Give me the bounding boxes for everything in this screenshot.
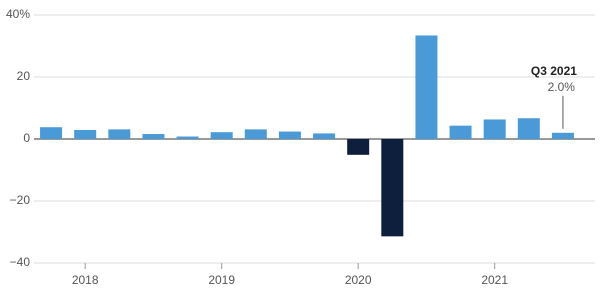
- y-tick-label: 40%: [6, 7, 30, 21]
- bar: [313, 133, 336, 139]
- bar: [415, 35, 438, 139]
- bar: [449, 125, 472, 139]
- bar: [74, 130, 97, 139]
- bar: [108, 129, 131, 139]
- x-tick-label: 2021: [481, 273, 508, 287]
- x-tick-label: 2018: [72, 273, 99, 287]
- value-label: 2.0%: [548, 80, 576, 94]
- y-tick-label: −20: [10, 193, 31, 207]
- bar: [142, 134, 165, 139]
- bar: [517, 118, 540, 139]
- x-tick-label: 2020: [345, 273, 372, 287]
- annotation: Q3 2021: [531, 64, 577, 78]
- bar: [244, 129, 267, 139]
- bar: [551, 132, 574, 139]
- y-tick-label: −40: [10, 255, 31, 269]
- x-tick-label: 2019: [208, 273, 235, 287]
- bar: [176, 136, 199, 139]
- bar: [381, 139, 404, 237]
- y-tick-label: 20: [17, 69, 31, 83]
- bar: [40, 127, 63, 139]
- bar: [483, 119, 506, 139]
- y-tick-label: 0: [23, 131, 30, 145]
- bar: [347, 139, 370, 155]
- bar: [278, 131, 301, 139]
- bar: [210, 132, 233, 139]
